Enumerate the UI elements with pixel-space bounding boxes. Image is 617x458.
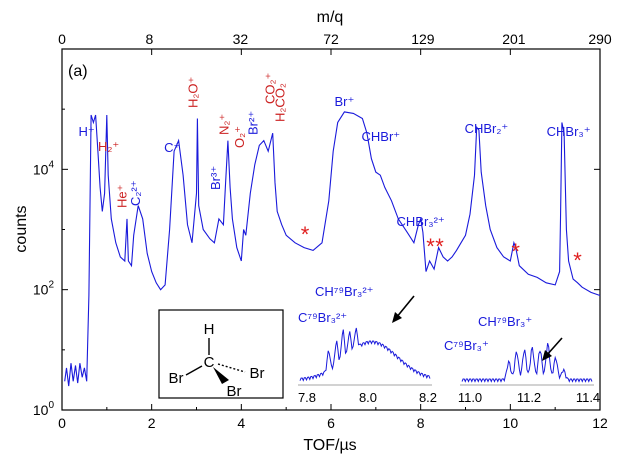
x-tick-label: 0: [58, 415, 66, 431]
inset-right-series: [461, 343, 593, 383]
inset-right-label: C⁷⁹Br₃⁺: [444, 338, 489, 353]
peak-label: H₂O⁺: [185, 77, 200, 108]
molecule-box: [158, 309, 284, 399]
panel-label: (a): [68, 63, 88, 80]
inset-left: 7.8 8.0 8.2 C⁷⁹Br₃²⁺ CH⁷⁹Br₃²⁺: [298, 284, 437, 405]
inset-left-tick: 7.8: [298, 390, 316, 405]
y-axis-title: counts: [13, 205, 30, 252]
molecule-structure: H C Br Br Br: [158, 309, 284, 400]
x-tick-label: 4: [237, 415, 245, 431]
top-tick-label: 290: [588, 31, 612, 47]
top-tick-label: 0: [58, 31, 66, 47]
inset-left-label: C⁷⁹Br₃²⁺: [298, 310, 347, 325]
top-tick-label: 32: [233, 31, 249, 47]
atom-h: H: [204, 321, 215, 338]
peak-label: H⁺: [78, 124, 94, 139]
inset-right-tick: 11.0: [458, 390, 482, 405]
peak-label: CHBr₃²⁺: [397, 214, 445, 229]
peak-label: CHBr⁺: [362, 129, 401, 144]
x-tick-label: 8: [417, 415, 425, 431]
inset-left-label: CH⁷⁹Br₃²⁺: [315, 284, 374, 299]
top-axis-title: m/q: [317, 9, 344, 26]
peak-label: N₂⁺: [216, 114, 231, 135]
top-tick-label: 8: [146, 31, 154, 47]
peak-label: Br⁺: [335, 94, 355, 109]
peak-label: CHBr₂⁺: [465, 121, 509, 136]
peak-label: Br²⁺: [245, 111, 260, 135]
peak-label: C₂²⁺: [128, 180, 143, 206]
inset-left-series: [299, 327, 431, 382]
peak-label: H₂⁺: [98, 139, 119, 154]
inset-right-arrowhead: [542, 350, 552, 361]
bond-cbr-wedge: [213, 367, 229, 384]
y-tick-label: 104: [33, 159, 55, 177]
x-tick-label: 6: [327, 415, 335, 431]
atom-br-right: Br: [250, 365, 265, 382]
peak-label: O₂⁺: [232, 126, 247, 148]
inset-right-tick: 11.4: [576, 390, 600, 405]
contaminant-star: *: [301, 222, 310, 247]
axis-ticks: 0 2 4 6 8 10 12 0 8 32 72 129 201 290 100 102 104: [33, 31, 612, 431]
inset-right-arrow: [545, 337, 563, 357]
atom-br-left: Br: [169, 370, 184, 387]
inset-left-tick: 8.2: [419, 390, 437, 405]
inset-right-tick: 11.2: [517, 390, 541, 405]
x-tick-label: 2: [148, 415, 156, 431]
top-tick-label: 201: [502, 31, 526, 47]
bond-cbr-dashed: [217, 363, 246, 373]
x-axis-title: TOF/µs: [303, 437, 356, 454]
contaminant-star: *: [435, 234, 444, 259]
peak-label: He⁺: [115, 185, 130, 208]
top-tick-label: 129: [411, 31, 435, 47]
peak-label: CHBr₃⁺: [547, 124, 591, 139]
inset-left-tick: 8.0: [359, 390, 377, 405]
bond-cbr-left: [185, 365, 203, 376]
y-tick-label: 100: [33, 400, 55, 418]
atom-br-bottom: Br: [227, 383, 242, 400]
contaminant-star: *: [511, 239, 520, 264]
inset-left-line: [299, 327, 431, 382]
inset-left-arrowhead: [392, 312, 402, 323]
x-tick-label: 10: [503, 415, 519, 431]
inset-right: 11.0 11.2 11.4 CH⁷⁹Br₃⁺ C⁷⁹Br₃⁺: [444, 314, 600, 405]
peak-label: CO₂⁺: [263, 73, 278, 104]
peak-label: H₂CO₂: [273, 83, 288, 122]
inset-right-line: [461, 343, 593, 383]
inset-left-arrow: [395, 295, 415, 319]
contaminant-star: *: [426, 234, 435, 259]
peak-annotations: H⁺ H₂⁺ He⁺C₂²⁺ C⁺ H₂O⁺ Br³⁺ N₂⁺O₂⁺Br²⁺CO₂⁺H₂CO…: [78, 73, 590, 273]
atom-c: C: [204, 354, 215, 371]
plot-frame: [61, 48, 601, 411]
spectrum-line: [64, 111, 601, 387]
peak-label: C⁺: [164, 140, 180, 155]
peak-label: Br³⁺: [208, 166, 223, 190]
inset-right-label: CH⁷⁹Br₃⁺: [478, 314, 532, 329]
x-tick-label: 12: [592, 415, 608, 431]
top-tick-label: 72: [323, 31, 339, 47]
y-tick-label: 102: [33, 280, 55, 298]
contaminant-star: *: [573, 248, 582, 273]
spectrum-series: [64, 111, 601, 387]
